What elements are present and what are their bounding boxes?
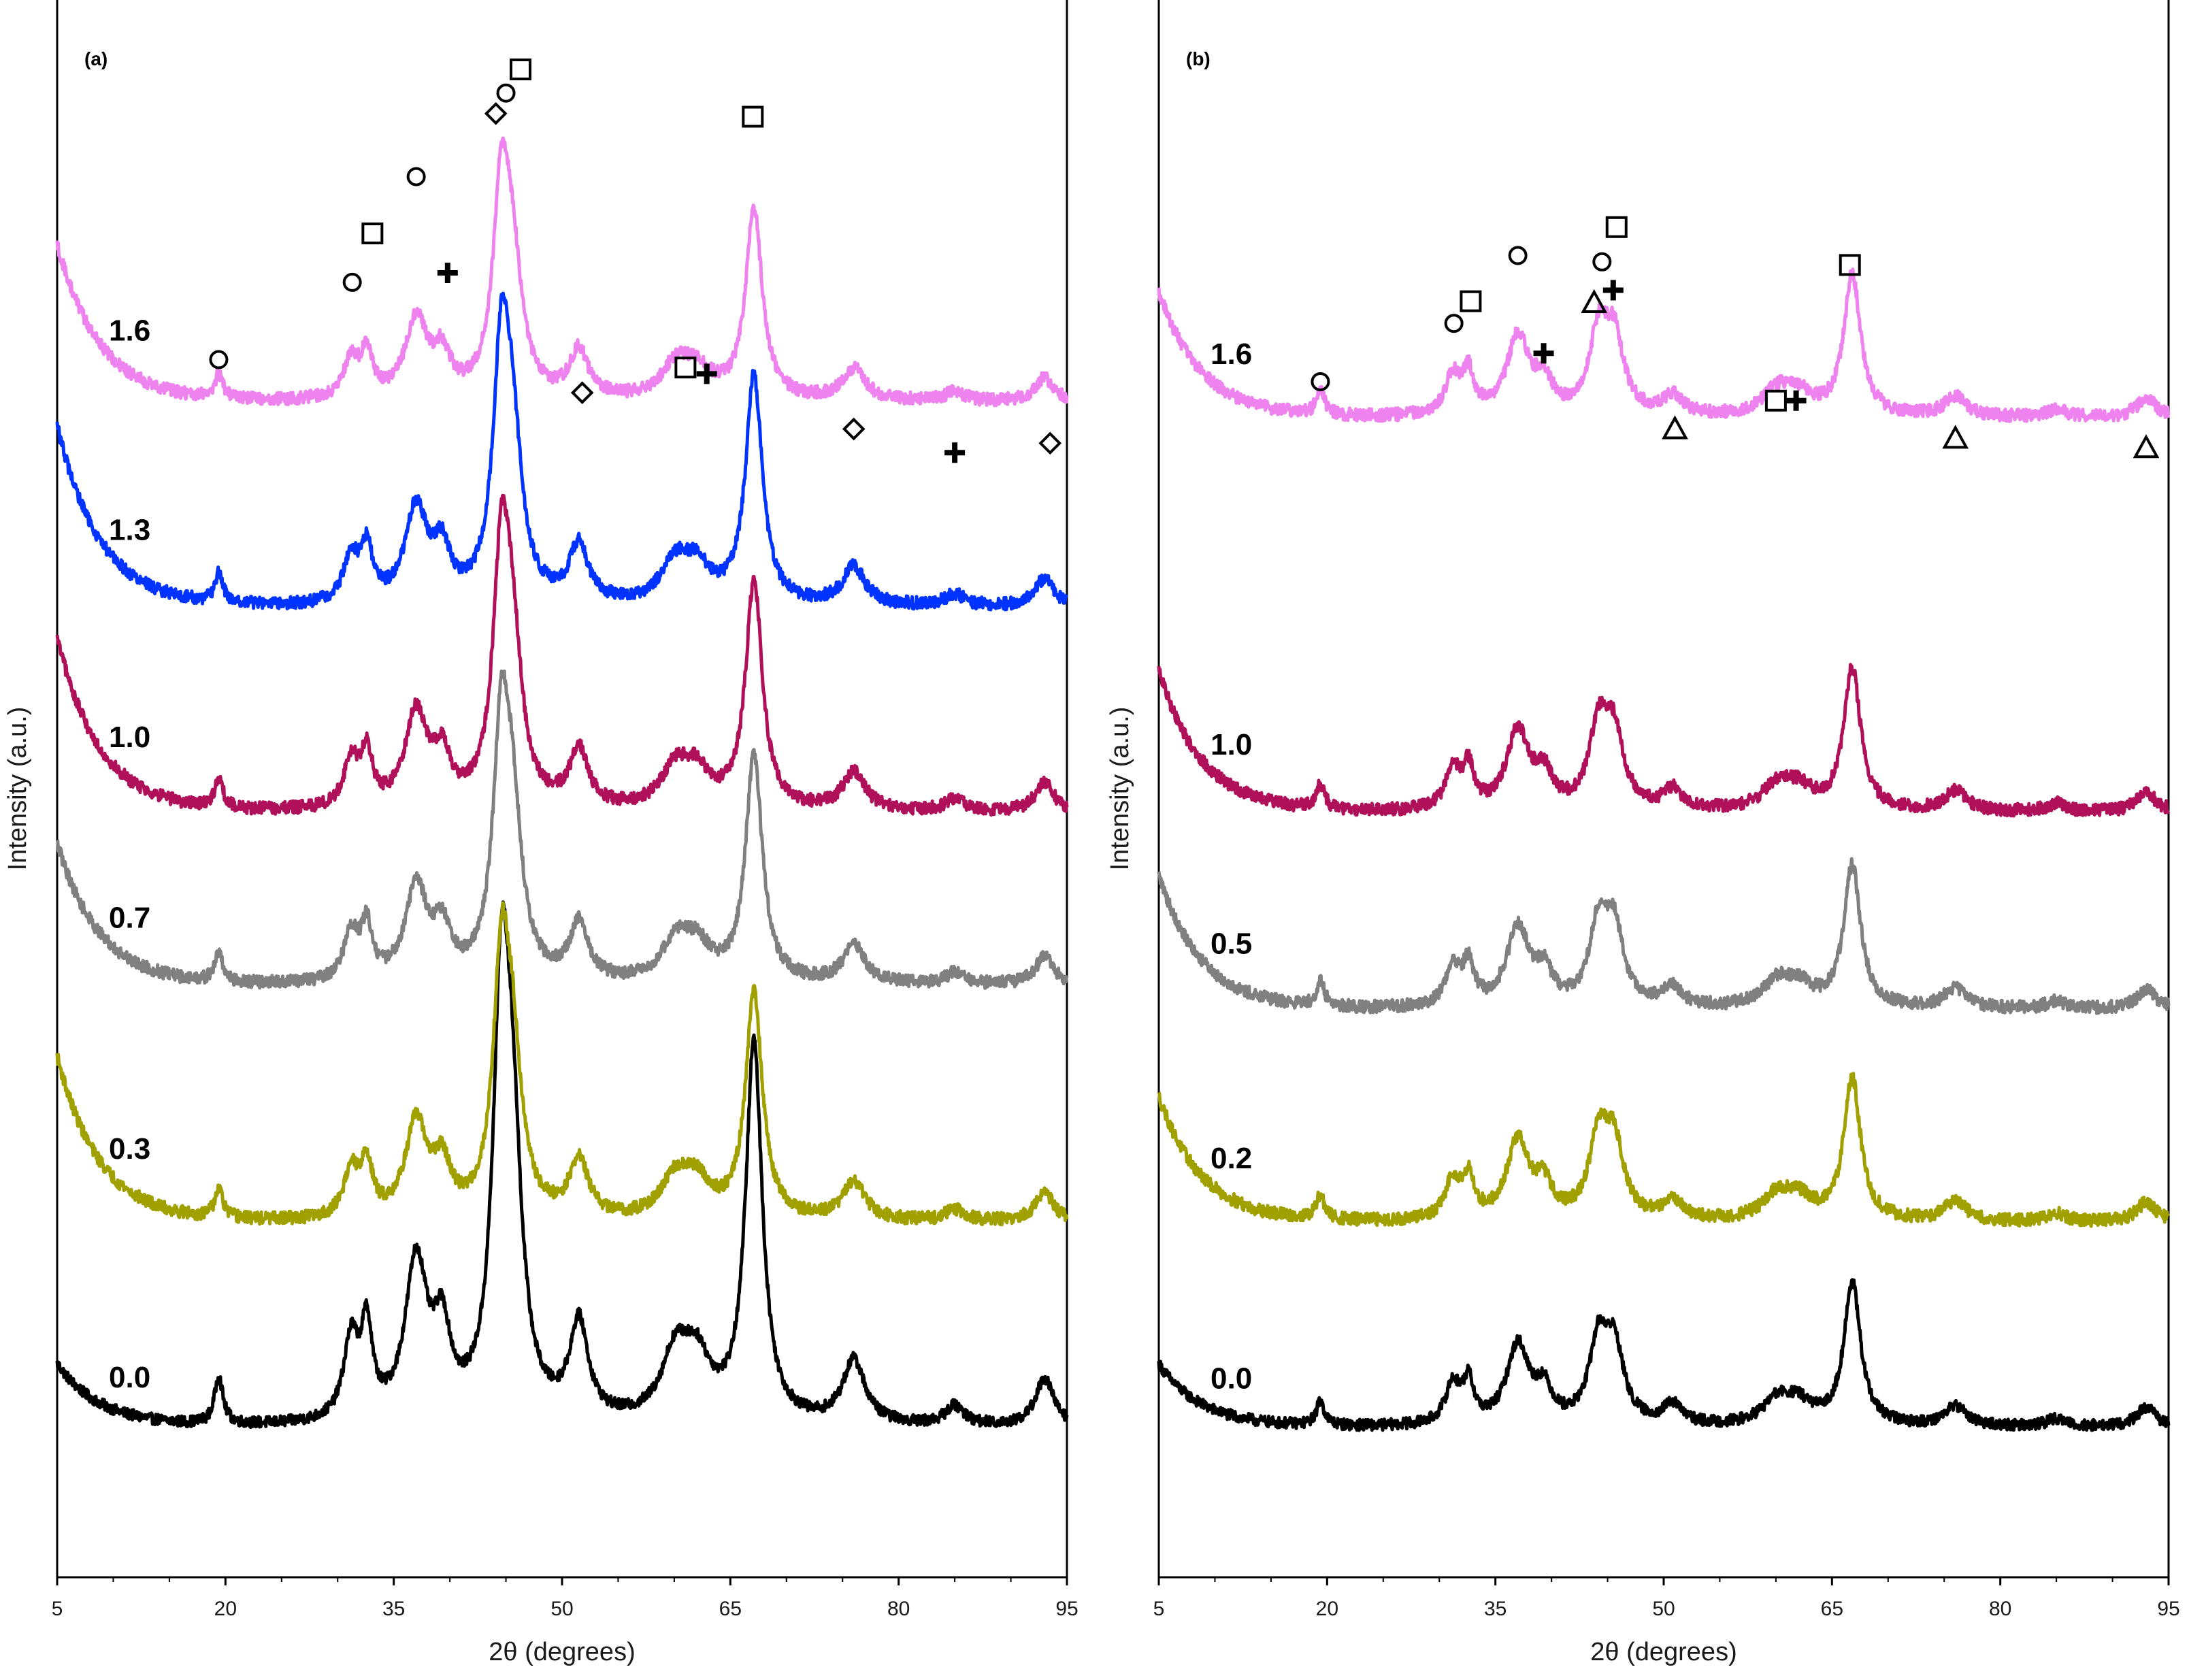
marker-plus: [1602, 280, 1624, 301]
x-tick-label: 80: [887, 1598, 910, 1620]
series-label: 0.2: [1211, 1142, 1252, 1175]
panel-a: 5 20 35 50 65 80 95 2θ (degrees) Intensity (a.u.…: [3, 0, 1079, 1666]
marker-circle: [1311, 372, 1330, 391]
marker-triangle: [2133, 434, 2160, 459]
x-tick-label: 50: [550, 1598, 573, 1620]
marker-circle: [1592, 252, 1612, 271]
series-label: 1.6: [1211, 337, 1252, 371]
marker-circle: [1444, 314, 1464, 333]
marker-square: [742, 105, 764, 128]
series-label: 0.0: [1211, 1362, 1252, 1395]
series-line-1.0: [55, 493, 1069, 817]
series-line-0.5: [1157, 857, 2171, 1015]
marker-circle: [209, 350, 229, 369]
x-axis-title: 2θ (degrees): [489, 1638, 635, 1666]
marker-square: [1839, 254, 1861, 276]
marker-square: [1460, 290, 1482, 312]
x-axis-title: 2θ (degrees): [1590, 1638, 1737, 1666]
series-line-1.3: [55, 291, 1069, 612]
marker-circle: [406, 167, 426, 186]
x-tick-label: 5: [52, 1598, 63, 1620]
marker-diamond: [570, 381, 594, 405]
x-tick-label: 20: [214, 1598, 237, 1620]
series-line-0.3: [55, 901, 1069, 1227]
marker-diamond: [484, 102, 508, 125]
series-line-1.6: [55, 136, 1069, 408]
x-tick-label: 65: [1821, 1598, 1843, 1620]
marker-square: [1764, 389, 1787, 412]
marker-plus: [1785, 390, 1807, 411]
marker-diamond: [842, 417, 866, 441]
marker-square: [509, 58, 531, 80]
marker-triangle: [1942, 425, 1969, 449]
panel-b: 5 20 35 50 65 80 95 2θ (degrees) Intensity (a.u.…: [1106, 0, 2180, 1666]
series-line-0.0: [1157, 1278, 2171, 1432]
series-line-0.0: [55, 900, 1069, 1430]
marker-plus: [944, 442, 966, 463]
marker-plus: [1533, 343, 1554, 364]
marker-plus: [437, 263, 458, 284]
y-axis-title: Intensity (a.u.): [1106, 707, 1134, 871]
series-line-1.6: [1157, 267, 2171, 423]
x-tick-label: 35: [382, 1598, 405, 1620]
x-tick-label: 20: [1316, 1598, 1338, 1620]
marker-circle: [496, 83, 516, 103]
marker-triangle: [1662, 415, 1688, 440]
series-label: 0.5: [1211, 927, 1252, 961]
marker-square: [674, 357, 697, 379]
x-tick-label: 5: [1153, 1598, 1165, 1620]
series-label: 0.0: [109, 1361, 150, 1394]
marker-circle: [342, 272, 362, 292]
marker-plus: [696, 363, 717, 384]
x-tick-label: 50: [1652, 1598, 1675, 1620]
marker-square: [361, 223, 384, 245]
series-label: 1.3: [109, 514, 150, 547]
series-line-0.2: [1157, 1072, 2170, 1228]
panel-label: (b): [1186, 48, 1211, 69]
marker-diamond: [1038, 431, 1062, 455]
x-tick-label: 80: [1989, 1598, 2011, 1620]
series-label: 1.0: [109, 721, 150, 754]
x-tick-label: 35: [1484, 1598, 1507, 1620]
y-axis-title: Intensity (a.u.): [3, 707, 32, 871]
series-line-0.7: [56, 669, 1069, 990]
series-label: 1.0: [1211, 728, 1252, 761]
marker-triangle: [1581, 289, 1608, 314]
series-label: 0.7: [109, 902, 150, 935]
x-tick-label: 65: [719, 1598, 742, 1620]
series-line-1.0: [1157, 663, 2171, 818]
panel-label: (a): [84, 48, 108, 69]
x-tick-label: 95: [2157, 1598, 2179, 1620]
marker-square: [1605, 216, 1628, 238]
series-label: 1.6: [109, 314, 150, 348]
series-label: 0.3: [109, 1132, 150, 1166]
x-tick-label: 95: [1055, 1598, 1078, 1620]
marker-circle: [1508, 246, 1528, 265]
